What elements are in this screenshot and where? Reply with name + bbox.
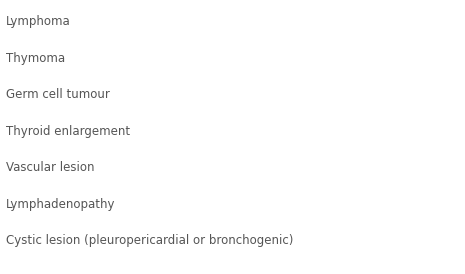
Text: Vascular lesion: Vascular lesion bbox=[6, 161, 94, 174]
Text: Thymoma: Thymoma bbox=[6, 52, 65, 65]
Text: Thyroid enlargement: Thyroid enlargement bbox=[6, 125, 130, 138]
Text: Lymphoma: Lymphoma bbox=[6, 15, 70, 28]
Text: Germ cell tumour: Germ cell tumour bbox=[6, 88, 109, 101]
Text: Lymphadenopathy: Lymphadenopathy bbox=[6, 198, 115, 211]
Text: Cystic lesion (pleuropericardial or bronchogenic): Cystic lesion (pleuropericardial or bron… bbox=[6, 234, 293, 247]
